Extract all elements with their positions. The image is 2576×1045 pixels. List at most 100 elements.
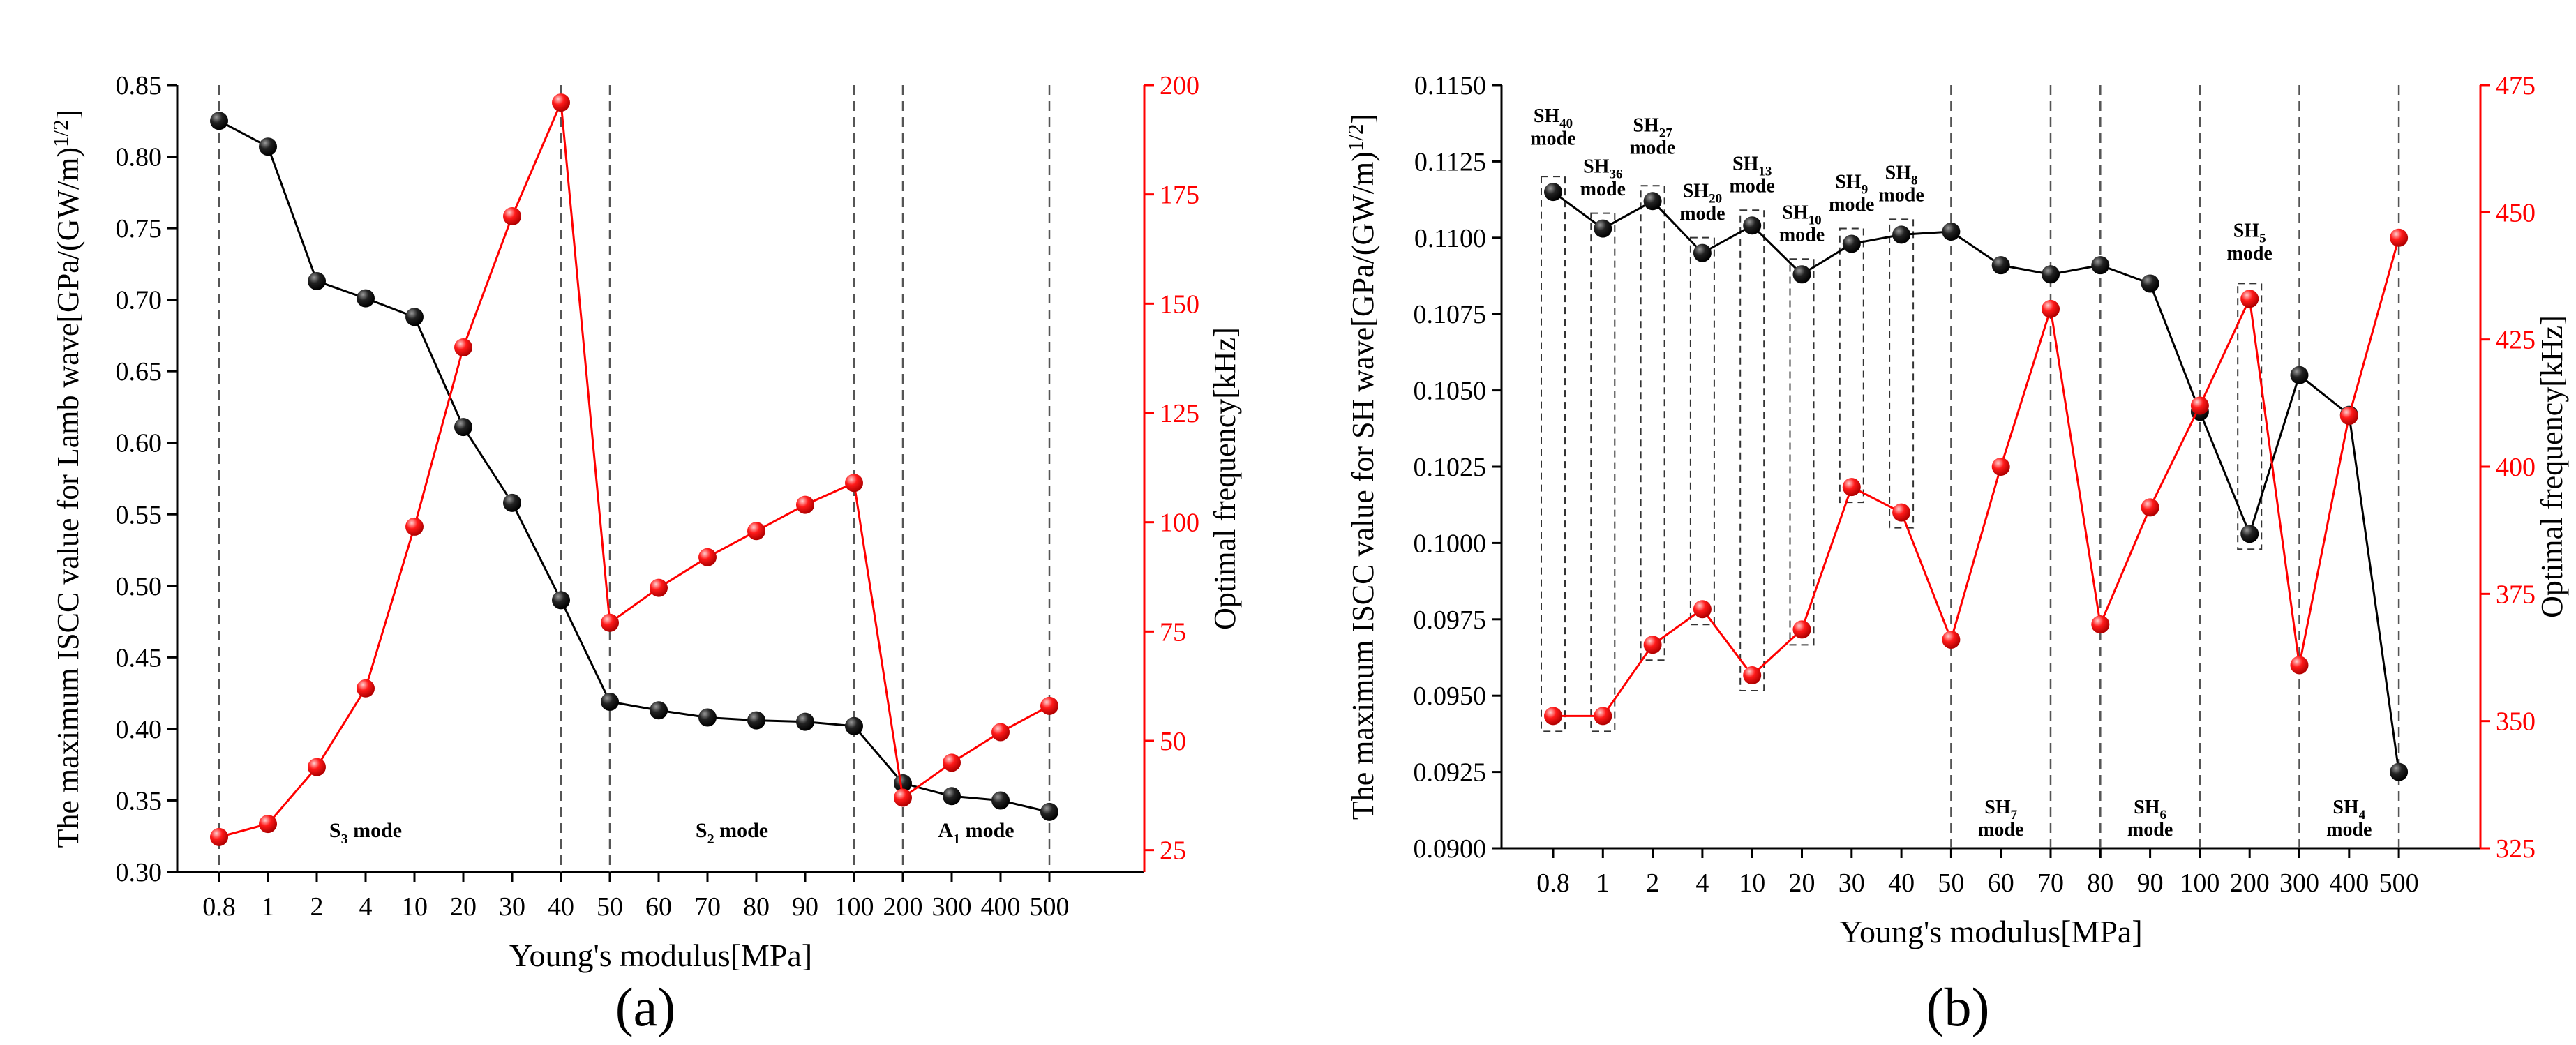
x-tick-label: 80 [743, 892, 770, 922]
red-point [2042, 299, 2060, 318]
panel-a-label: (a) [615, 977, 676, 1037]
black-point [405, 308, 424, 326]
x-tick-label: 100 [834, 892, 874, 922]
mode-box [1541, 176, 1566, 732]
black-point [601, 692, 619, 711]
mode-label-word: mode [2127, 819, 2173, 841]
x-tick-label: 400 [2329, 869, 2369, 898]
y-tick-label: 0.0950 [1414, 682, 1487, 711]
black-point [1743, 216, 1762, 235]
x-tick-label: 40 [1888, 869, 1915, 898]
mode-label-word: mode [1779, 225, 1825, 246]
mode-label-name: SH10 [1782, 202, 1821, 227]
black-point [552, 591, 570, 610]
x-tick-label: 2 [1646, 869, 1659, 898]
red-point [698, 548, 717, 566]
y2-tick-label: 175 [1160, 181, 1199, 210]
y-tick-label: 0.65 [116, 357, 163, 386]
black-point [1040, 802, 1058, 821]
y-tick-label: 0.80 [116, 143, 163, 172]
x-tick-label: 2 [310, 892, 324, 922]
y-tick-label: 0.1125 [1414, 147, 1486, 176]
x-tick-label: 60 [1988, 869, 2014, 898]
x-tick-label: 10 [1739, 869, 1765, 898]
panel-b-label: (b) [1926, 977, 1990, 1037]
mode-box [1789, 258, 1815, 646]
black-point [1942, 223, 1961, 241]
black-point [1792, 265, 1811, 284]
x-tick-label: 50 [597, 892, 623, 922]
x-tick-label: 80 [2087, 869, 2113, 898]
mode-label-word: mode [1829, 194, 1874, 216]
mode-label-word: mode [2326, 819, 2372, 841]
black-point [1842, 234, 1861, 253]
y2-tick-label: 100 [1160, 509, 1199, 538]
x-tick-label: 200 [2230, 869, 2270, 898]
black-point [1643, 192, 1662, 211]
mode-box [1839, 227, 1864, 504]
x-tick-label: 500 [2379, 869, 2419, 898]
red-point [210, 827, 228, 846]
black-point [2141, 274, 2159, 293]
x-tick-label: 4 [359, 892, 373, 922]
red-series-line [218, 102, 1050, 839]
panel-a: 0.30 0.35 0.40 0.45 0.50 0.55 0.60 0.65 0.70 0.75… [48, 71, 1242, 973]
red-point [1544, 707, 1562, 726]
x-tick-label: 20 [450, 892, 477, 922]
black-point [308, 271, 326, 290]
mode-label-name: SH6 [2134, 797, 2166, 822]
black-point [1544, 183, 1562, 202]
red-point [747, 522, 765, 541]
red-point [1743, 666, 1762, 685]
black-point [2091, 256, 2110, 275]
mode-box [1739, 209, 1765, 692]
x-tick-label: 30 [1839, 869, 1865, 898]
y-tick-label: 0.0900 [1414, 834, 1487, 864]
x-tick-label: 0.8 [202, 892, 236, 922]
y-tick-label: 0.0925 [1414, 758, 1487, 788]
black-point [357, 289, 375, 308]
y-tick-label: 0.85 [116, 71, 163, 100]
red-point [650, 578, 668, 597]
black-point [2240, 525, 2259, 543]
red-point [2339, 407, 2358, 426]
red-point [1942, 630, 1961, 649]
y-tick-label: 0.30 [116, 858, 163, 887]
x-tick-label: 70 [2037, 869, 2064, 898]
red-point [2091, 615, 2110, 634]
y2-tick-label: 475 [2496, 71, 2536, 100]
red-point [259, 815, 277, 834]
black-point [1594, 219, 1612, 238]
y-tick-label: 0.1025 [1414, 453, 1487, 482]
x-tick-label: 60 [645, 892, 672, 922]
black-point [1693, 243, 1712, 262]
black-point [991, 791, 1010, 810]
red-point [894, 788, 912, 807]
red-point [405, 517, 424, 536]
y2-tick-label: 350 [2496, 707, 2536, 737]
x-tick-label: 300 [932, 892, 972, 922]
x-tick-label: 10 [401, 892, 428, 922]
y-tick-label: 0.1050 [1414, 377, 1487, 406]
y2-axis-title: Optimal frequency[kHz] [2535, 315, 2569, 618]
red-point [357, 679, 375, 698]
x-tick-label: 90 [2137, 869, 2164, 898]
black-point [747, 711, 765, 730]
y-tick-label: 0.75 [116, 214, 163, 243]
mode-label-word: mode [1878, 185, 1924, 206]
y-tick-label: 0.50 [116, 572, 163, 601]
y2-tick-label: 200 [1160, 71, 1199, 100]
red-point [308, 758, 326, 776]
mode-label-word: mode [1978, 819, 2023, 841]
